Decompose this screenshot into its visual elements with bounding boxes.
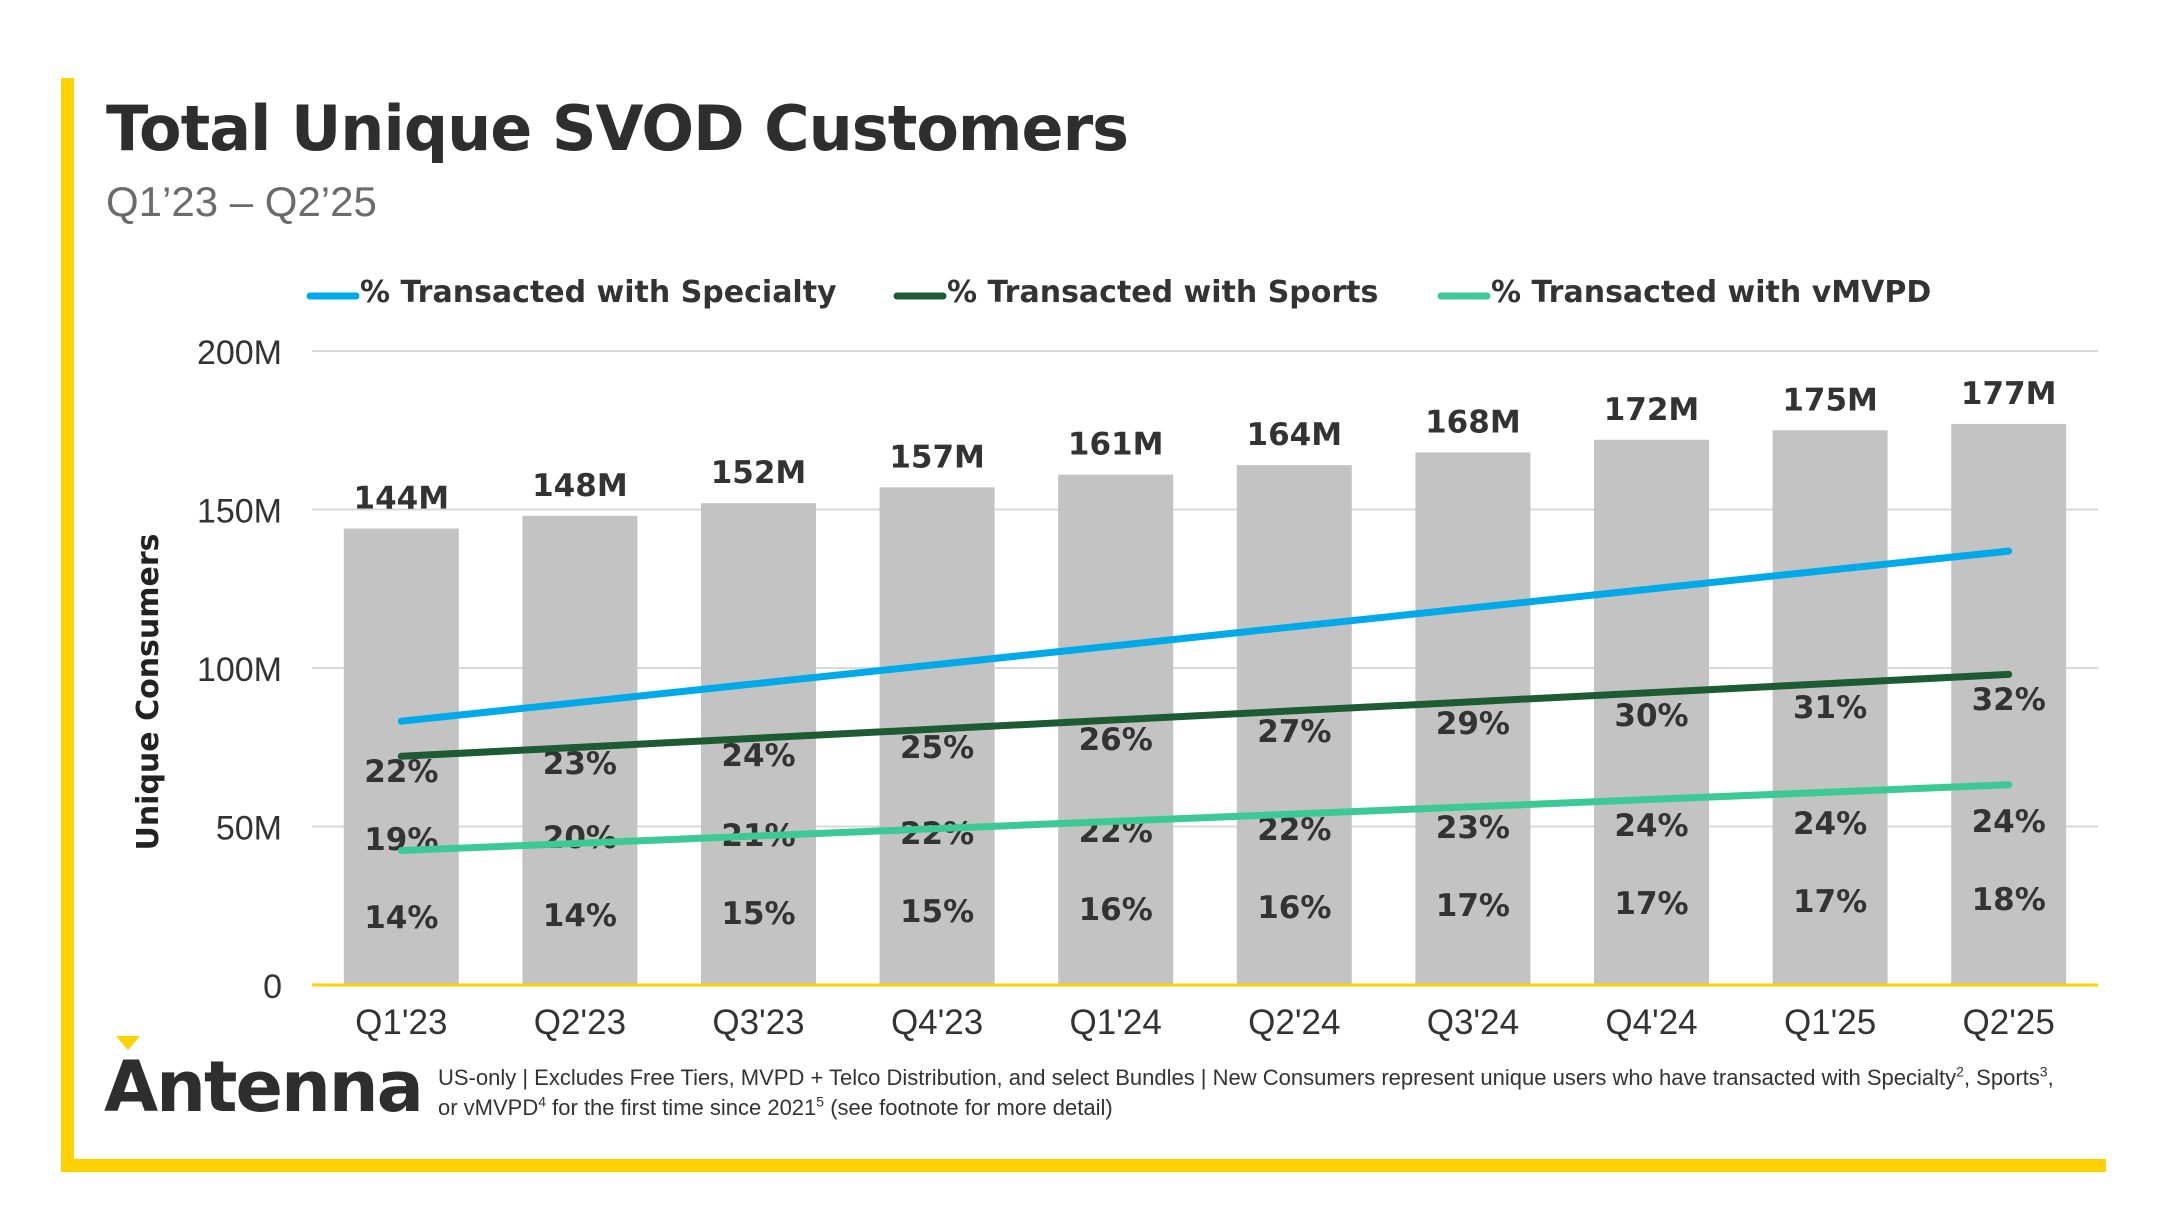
footnote-sup-sports: 3 bbox=[2039, 1063, 2048, 1080]
bar bbox=[1058, 474, 1174, 985]
x-tick-label: Q3'24 bbox=[1427, 1003, 1519, 1042]
series-line bbox=[397, 781, 2013, 854]
bar-value-label: 152M bbox=[711, 455, 807, 491]
bar bbox=[1236, 465, 1352, 985]
line-data-label: 15% bbox=[900, 894, 974, 930]
line-data-label: 24% bbox=[1972, 804, 2046, 840]
bar-value-label: 161M bbox=[1068, 427, 1164, 463]
line-data-label: 24% bbox=[1793, 806, 1867, 842]
line-data-label: 32% bbox=[1972, 682, 2046, 718]
bar-value-label: 172M bbox=[1604, 392, 1700, 428]
line-data-label: 14% bbox=[364, 900, 438, 936]
bar-value-label: 168M bbox=[1425, 404, 1521, 440]
bar bbox=[1772, 430, 1888, 985]
line-data-label: 25% bbox=[900, 730, 974, 766]
x-tick-label: Q1'24 bbox=[1070, 1003, 1162, 1042]
page-subtitle: Q1’23 – Q2’25 bbox=[106, 178, 377, 225]
footnote-since: for the first time since 2021 bbox=[546, 1095, 817, 1120]
line-data-label: 24% bbox=[721, 738, 795, 774]
line-data-label: 27% bbox=[1257, 714, 1331, 750]
footnote-tail: (see footnote for more detail) bbox=[824, 1095, 1113, 1120]
legend-label: % Transacted with Sports bbox=[947, 275, 1378, 310]
bar-value-label: 164M bbox=[1247, 417, 1343, 453]
antenna-logo: Antenna bbox=[104, 1036, 424, 1128]
y-tick-label: 200M bbox=[197, 334, 282, 372]
line-data-label: 22% bbox=[364, 754, 438, 790]
footnote-sup-vmvpd: 4 bbox=[538, 1093, 547, 1110]
bar-value-label: 144M bbox=[354, 481, 450, 517]
x-tick-label: Q2'24 bbox=[1248, 1003, 1340, 1042]
line-data-label: 16% bbox=[1257, 890, 1331, 926]
x-tick-label: Q4'23 bbox=[891, 1003, 983, 1042]
footnote-sup-since: 5 bbox=[816, 1093, 825, 1110]
line-data-label: 31% bbox=[1793, 690, 1867, 726]
footnote-vmvpd: , or vMVPD bbox=[438, 1065, 2054, 1120]
y-tick-label: 100M bbox=[197, 651, 282, 689]
line-data-label: 23% bbox=[1436, 810, 1510, 846]
page-title: Total Unique SVOD Customers bbox=[106, 92, 1129, 165]
bar-value-label: 177M bbox=[1961, 376, 2057, 412]
bar bbox=[1415, 452, 1531, 985]
footnote-sports: , Sports bbox=[1963, 1065, 2040, 1090]
bar bbox=[1594, 439, 1709, 985]
line-data-label: 14% bbox=[543, 898, 617, 934]
bar-value-label: 157M bbox=[889, 439, 985, 475]
line-data-label: 23% bbox=[543, 746, 617, 782]
legend-label: % Transacted with Specialty bbox=[360, 275, 837, 310]
x-tick-label: Q1'23 bbox=[355, 1003, 447, 1042]
line-data-label: 16% bbox=[1079, 892, 1153, 928]
x-tick-label: Q2'25 bbox=[1963, 1003, 2055, 1042]
line-data-label: 24% bbox=[1614, 808, 1688, 844]
logo-triangle-icon bbox=[116, 1036, 140, 1050]
legend-label: % Transacted with vMVPD bbox=[1491, 275, 1931, 310]
line-data-label: 17% bbox=[1793, 884, 1867, 920]
footnote: US-only | Excludes Free Tiers, MVPD + Te… bbox=[438, 1063, 2058, 1123]
yellow-frame-bottom bbox=[61, 1159, 2106, 1172]
line-data-label: 26% bbox=[1079, 722, 1153, 758]
y-tick-label: 150M bbox=[197, 493, 282, 531]
bar bbox=[701, 503, 816, 985]
logo-text: Antenna bbox=[104, 1046, 424, 1128]
y-tick-label: 0 bbox=[263, 968, 282, 1006]
series-line bbox=[397, 670, 2013, 760]
line-data-label: 17% bbox=[1614, 886, 1688, 922]
x-tick-label: Q1'25 bbox=[1784, 1003, 1876, 1042]
yellow-frame-left bbox=[61, 78, 74, 1172]
footnote-specialty: Specialty bbox=[1866, 1065, 1957, 1090]
y-axis-title: Unique Consumers bbox=[131, 533, 166, 850]
line-data-label: 30% bbox=[1614, 698, 1688, 734]
series-line bbox=[397, 547, 2013, 725]
line-data-label: 17% bbox=[1436, 888, 1510, 924]
x-tick-label: Q3'23 bbox=[712, 1003, 804, 1042]
footnote-line: US-only | Excludes Free Tiers, MVPD + Te… bbox=[438, 1065, 1861, 1090]
line-data-label: 29% bbox=[1436, 706, 1510, 742]
line-data-label: 20% bbox=[543, 820, 617, 856]
bar bbox=[879, 487, 995, 985]
bar-value-label: 148M bbox=[532, 468, 628, 504]
y-tick-label: 50M bbox=[216, 810, 282, 848]
line-data-label: 22% bbox=[900, 816, 974, 852]
footnote-sup-specialty: 2 bbox=[1956, 1063, 1964, 1080]
bar bbox=[1951, 423, 2067, 985]
x-tick-label: Q4'24 bbox=[1605, 1003, 1697, 1042]
bar-value-label: 175M bbox=[1782, 382, 1878, 418]
line-data-label: 18% bbox=[1972, 882, 2046, 918]
line-data-label: 15% bbox=[721, 896, 795, 932]
x-tick-label: Q2'23 bbox=[534, 1003, 626, 1042]
